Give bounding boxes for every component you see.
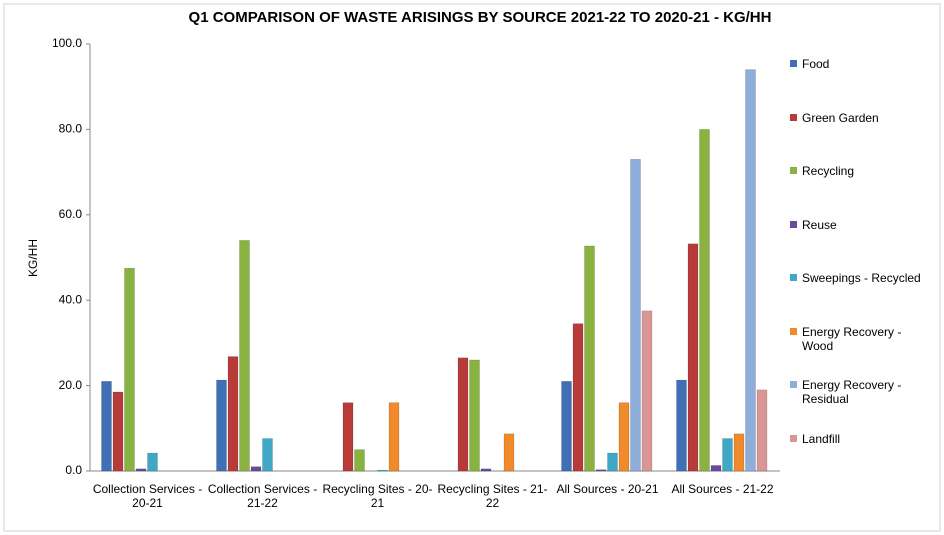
bar (239, 240, 250, 472)
bar (733, 433, 745, 472)
legend-item: Recycling (790, 164, 930, 178)
bar (250, 466, 262, 472)
legend-label: Energy Recovery - Wood (802, 324, 902, 353)
x-tick-label: Collection Services - 21-22 (207, 482, 318, 510)
bar (630, 159, 641, 472)
legend-item: Sweepings - Recycled (790, 271, 930, 285)
bar (388, 402, 400, 472)
x-tick-label: All Sources - 20-21 (556, 482, 659, 496)
y-tick-label: 100.0 (52, 36, 82, 50)
bar (584, 245, 595, 472)
bar (687, 243, 699, 472)
bar (377, 469, 388, 472)
bar (469, 359, 480, 472)
legend-item: Landfill (790, 432, 930, 446)
bar (641, 310, 653, 472)
x-tick-label: Recycling Sites - 20-21 (322, 482, 433, 510)
legend-label: Recycling (802, 164, 855, 178)
y-axis-label: KG/HH (26, 239, 40, 277)
bar (480, 468, 492, 472)
x-tick-label: All Sources - 21-22 (671, 482, 774, 496)
bar (216, 379, 227, 472)
legend-swatch (790, 434, 797, 442)
y-tick-label: 80.0 (59, 122, 83, 136)
legend-label: Reuse (802, 217, 837, 232)
y-tick-label: 60.0 (59, 207, 83, 221)
bar (595, 469, 607, 472)
y-tick-label: 20.0 (59, 378, 83, 392)
legend-item: Green Garden (790, 111, 930, 125)
bar (745, 69, 756, 472)
bar (710, 465, 722, 472)
y-tick-label: 40.0 (59, 292, 83, 306)
x-tick-label: Collection Services - 20-21 (92, 482, 203, 510)
bar (618, 402, 630, 472)
chart-title: Q1 COMPARISON OF WASTE ARISINGS BY SOURC… (189, 9, 772, 26)
legend-label: Landfill (802, 431, 841, 446)
legend-swatch (790, 60, 797, 67)
legend-swatch (790, 274, 797, 281)
x-tick-label: Recycling Sites - 21-22 (437, 482, 548, 510)
frame (3, 3, 941, 532)
bar (676, 379, 687, 472)
legend-item: Reuse (790, 218, 930, 232)
bar (147, 452, 158, 472)
bar (561, 381, 572, 472)
bar (227, 356, 239, 472)
bar (262, 438, 273, 472)
bar (722, 438, 733, 472)
legend-item: Food (790, 57, 930, 71)
bar (457, 357, 469, 472)
y-tick-label: 0.0 (65, 463, 82, 477)
legend-swatch (790, 113, 797, 121)
bar (503, 433, 515, 472)
legend-label: Food (802, 57, 830, 71)
legend-swatch (790, 220, 797, 228)
bar (572, 323, 584, 472)
bar (699, 129, 710, 472)
legend-swatch (790, 167, 797, 174)
legend-label: Energy Recovery - Residual (802, 378, 902, 406)
bar (101, 381, 112, 472)
legend-swatch (790, 327, 797, 335)
bar (342, 402, 354, 472)
bar (607, 452, 618, 472)
legend-swatch (790, 381, 797, 388)
legend-item: Energy Recovery - Residual (790, 378, 930, 406)
bar (354, 449, 365, 472)
bar (135, 468, 147, 472)
legend-item: Energy Recovery - Wood (790, 325, 930, 353)
bar (756, 389, 768, 472)
legend-label: Green Garden (802, 110, 879, 125)
bar (112, 391, 124, 472)
legend-label: Sweepings - Recycled (802, 271, 921, 285)
bar (124, 267, 135, 472)
